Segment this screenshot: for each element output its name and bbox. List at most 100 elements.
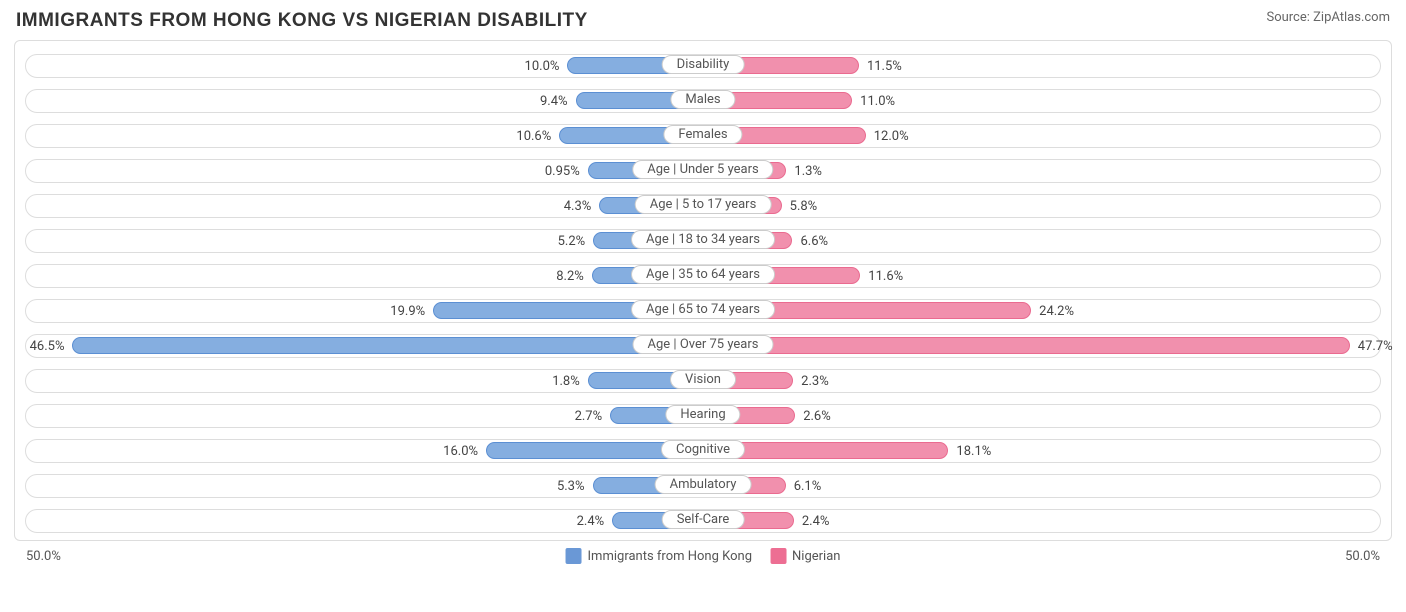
category-label: Males	[670, 90, 735, 109]
right-half: 11.0%	[703, 85, 1381, 117]
right-half: 12.0%	[703, 120, 1381, 152]
value-label-left: 2.4%	[577, 505, 605, 537]
chart-container: IMMIGRANTS FROM HONG KONG VS NIGERIAN DI…	[0, 0, 1406, 612]
legend: Immigrants from Hong Kong Nigerian	[566, 548, 841, 564]
bar-left	[72, 337, 703, 354]
value-label-right: 24.2%	[1039, 295, 1074, 327]
left-half: 10.6%	[25, 120, 703, 152]
value-label-left: 0.95%	[545, 155, 580, 187]
legend-swatch-left	[566, 548, 582, 564]
left-half: 5.3%	[25, 470, 703, 502]
chart-footer: 50.0% Immigrants from Hong Kong Nigerian…	[14, 543, 1392, 569]
chart-row: 5.3% 6.1% Ambulatory	[25, 470, 1381, 502]
category-label: Cognitive	[661, 440, 745, 459]
left-half: 4.3%	[25, 190, 703, 222]
value-label-left: 5.3%	[557, 470, 585, 502]
value-label-right: 1.3%	[794, 155, 822, 187]
right-half: 2.6%	[703, 400, 1381, 432]
category-label: Females	[663, 125, 742, 144]
category-label: Age | 65 to 74 years	[631, 300, 775, 319]
chart-row: 46.5% 47.7%Age | Over 75 years	[25, 330, 1381, 362]
value-label-right: 2.6%	[803, 400, 831, 432]
value-label-left: 10.6%	[516, 120, 551, 152]
left-half: 0.95%	[25, 155, 703, 187]
value-label-right: 18.1%	[956, 435, 991, 467]
left-half: 2.4%	[25, 505, 703, 537]
value-label-left: 9.4%	[540, 85, 568, 117]
value-label-left: 10.0%	[525, 50, 560, 82]
category-label: Age | 5 to 17 years	[635, 195, 772, 214]
value-label-left: 4.3%	[564, 190, 592, 222]
left-half: 2.7%	[25, 400, 703, 432]
left-half: 10.0%	[25, 50, 703, 82]
chart-row: 10.6% 12.0% Females	[25, 120, 1381, 152]
value-label-right: 12.0%	[874, 120, 909, 152]
category-label: Vision	[670, 370, 736, 389]
value-label-right: 2.4%	[802, 505, 830, 537]
value-label-right: 11.6%	[868, 260, 903, 292]
category-label: Disability	[662, 55, 745, 74]
axis-max-right: 50.0%	[1345, 549, 1380, 564]
value-label-right: 11.0%	[860, 85, 895, 117]
value-label-right: 6.6%	[800, 225, 828, 257]
right-half: 6.6%	[703, 225, 1381, 257]
left-half: 46.5%	[25, 330, 703, 362]
bar-right	[703, 337, 1350, 354]
right-half: 5.8%	[703, 190, 1381, 222]
chart-row: 2.7% 2.6% Hearing	[25, 400, 1381, 432]
right-half: 2.4%	[703, 505, 1381, 537]
left-half: 16.0%	[25, 435, 703, 467]
value-label-left: 2.7%	[575, 400, 603, 432]
right-half: 2.3%	[703, 365, 1381, 397]
right-half: 1.3%	[703, 155, 1381, 187]
right-half: 24.2%	[703, 295, 1381, 327]
value-label-right: 2.3%	[801, 365, 829, 397]
legend-item-left: Immigrants from Hong Kong	[566, 548, 753, 564]
value-label-right: 47.7%	[1358, 330, 1393, 362]
right-half: 47.7%	[703, 330, 1381, 362]
value-label-right: 11.5%	[867, 50, 902, 82]
chart-row: 5.2% 6.6% Age | 18 to 34 years	[25, 225, 1381, 257]
value-label-right: 5.8%	[790, 190, 818, 222]
value-label-left: 8.2%	[556, 260, 584, 292]
chart-row: 8.2% 11.6% Age | 35 to 64 years	[25, 260, 1381, 292]
category-label: Self-Care	[662, 510, 745, 529]
legend-swatch-right	[770, 548, 786, 564]
chart-row: 1.8% 2.3% Vision	[25, 365, 1381, 397]
left-half: 9.4%	[25, 85, 703, 117]
legend-label-left: Immigrants from Hong Kong	[588, 549, 753, 564]
right-half: 11.6%	[703, 260, 1381, 292]
chart-row: 4.3% 5.8% Age | 5 to 17 years	[25, 190, 1381, 222]
value-label-left: 19.9%	[390, 295, 425, 327]
legend-label-right: Nigerian	[792, 549, 840, 564]
left-half: 19.9%	[25, 295, 703, 327]
value-label-right: 6.1%	[794, 470, 822, 502]
category-label: Age | Under 5 years	[632, 160, 773, 179]
value-label-left: 16.0%	[443, 435, 478, 467]
header: IMMIGRANTS FROM HONG KONG VS NIGERIAN DI…	[0, 0, 1406, 36]
category-label: Ambulatory	[655, 475, 752, 494]
chart-row: 2.4% 2.4% Self-Care	[25, 505, 1381, 537]
value-label-left: 1.8%	[552, 365, 580, 397]
chart-title: IMMIGRANTS FROM HONG KONG VS NIGERIAN DI…	[16, 10, 588, 32]
chart-row: 19.9% 24.2% Age | 65 to 74 years	[25, 295, 1381, 327]
category-label: Age | 18 to 34 years	[631, 230, 775, 249]
chart-row: 0.95% 1.3% Age | Under 5 years	[25, 155, 1381, 187]
chart-row: 16.0% 18.1% Cognitive	[25, 435, 1381, 467]
category-label: Age | Over 75 years	[633, 335, 774, 354]
value-label-left: 46.5%	[30, 330, 65, 362]
right-half: 11.5%	[703, 50, 1381, 82]
value-label-left: 5.2%	[558, 225, 586, 257]
right-half: 18.1%	[703, 435, 1381, 467]
axis-max-left: 50.0%	[26, 549, 61, 564]
right-half: 6.1%	[703, 470, 1381, 502]
left-half: 8.2%	[25, 260, 703, 292]
source-attribution: Source: ZipAtlas.com	[1266, 10, 1390, 25]
legend-item-right: Nigerian	[770, 548, 840, 564]
chart-plot-area: 10.0%11.5%Disability9.4%11.0%Males10.6%1…	[14, 40, 1392, 541]
left-half: 5.2%	[25, 225, 703, 257]
chart-row: 9.4% 11.0% Males	[25, 85, 1381, 117]
category-label: Hearing	[665, 405, 740, 424]
category-label: Age | 35 to 64 years	[631, 265, 775, 284]
left-half: 1.8%	[25, 365, 703, 397]
